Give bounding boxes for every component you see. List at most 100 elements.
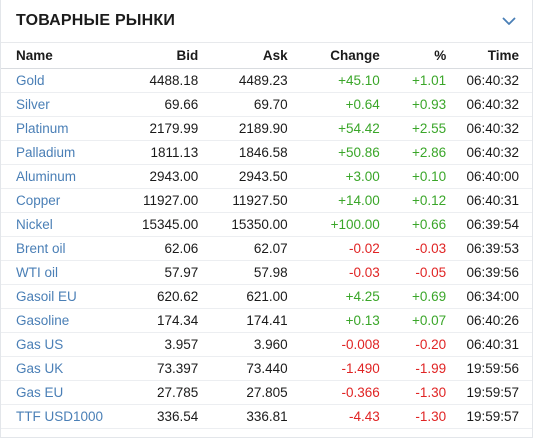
bid-value: 57.97 — [109, 260, 205, 285]
ask-value: 2189.90 — [204, 116, 294, 141]
bid-value: 2179.99 — [109, 116, 205, 141]
bid-value: 1811.13 — [109, 140, 205, 165]
commodity-name-link[interactable]: Nickel — [1, 212, 110, 237]
time-value: 06:40:32 — [452, 92, 532, 117]
commodity-name-link[interactable]: Gas EU — [1, 380, 110, 405]
commodity-name-link[interactable]: Gas UK — [1, 356, 110, 381]
column-header-name: Name — [1, 43, 110, 69]
change-value: +54.42 — [293, 116, 386, 141]
chevron-down-icon-glyph — [502, 17, 516, 25]
table-body: Gold 4488.18 4489.23 +45.10 +1.01 06:40:… — [1, 68, 532, 429]
table-row: Gold 4488.18 4489.23 +45.10 +1.01 06:40:… — [1, 68, 532, 93]
ask-value: 174.41 — [204, 308, 294, 333]
column-header-change: Change — [293, 43, 386, 69]
table-row: Gasoil EU 620.62 621.00 +4.25 +0.69 06:3… — [1, 284, 532, 309]
percent-change-value: +0.66 — [385, 212, 453, 237]
percent-change-value: +0.93 — [385, 92, 453, 117]
bid-value: 336.54 — [109, 404, 205, 429]
commodity-name-link[interactable]: Gasoil EU — [1, 284, 110, 309]
percent-change-value: +1.01 — [385, 68, 453, 93]
ask-value: 4489.23 — [204, 68, 294, 93]
bid-value: 620.62 — [109, 284, 205, 309]
table-row: Silver 69.66 69.70 +0.64 +0.93 06:40:32 — [1, 92, 532, 117]
percent-change-value: +2.86 — [385, 140, 453, 165]
bid-value: 62.06 — [109, 236, 205, 261]
table-row: Palladium 1811.13 1846.58 +50.86 +2.86 0… — [1, 140, 532, 165]
commodity-name-link[interactable]: Gasoline — [1, 308, 110, 333]
widget-title: ТОВАРНЫЕ РЫНКИ — [16, 12, 176, 29]
time-value: 06:40:26 — [452, 308, 532, 333]
time-value: 06:40:31 — [452, 188, 532, 213]
change-value: -1.490 — [293, 356, 386, 381]
ask-value: 1846.58 — [204, 140, 294, 165]
commodity-name-link[interactable]: Silver — [1, 92, 110, 117]
percent-change-value: -0.05 — [385, 260, 453, 285]
bid-value: 2943.00 — [109, 164, 205, 189]
change-value: -0.02 — [293, 236, 386, 261]
chevron-down-icon[interactable] — [500, 12, 518, 30]
widget-header: ТОВАРНЫЕ РЫНКИ — [1, 0, 532, 43]
percent-change-value: -0.20 — [385, 332, 453, 357]
percent-change-value: -1.99 — [385, 356, 453, 381]
change-value: +0.13 — [293, 308, 386, 333]
ask-value: 621.00 — [204, 284, 294, 309]
commodity-name-link[interactable]: Gas US — [1, 332, 110, 357]
table-row: Aluminum 2943.00 2943.50 +3.00 +0.10 06:… — [1, 164, 532, 189]
table-row: WTI oil 57.97 57.98 -0.03 -0.05 06:39:56 — [1, 260, 532, 285]
change-value: +50.86 — [293, 140, 386, 165]
percent-change-value: +0.12 — [385, 188, 453, 213]
bid-value: 69.66 — [109, 92, 205, 117]
table-row: Nickel 15345.00 15350.00 +100.00 +0.66 0… — [1, 212, 532, 237]
change-value: +100.00 — [293, 212, 386, 237]
table-row: Gas UK 73.397 73.440 -1.490 -1.99 19:59:… — [1, 356, 532, 381]
change-value: +3.00 — [293, 164, 386, 189]
table-row: Platinum 2179.99 2189.90 +54.42 +2.55 06… — [1, 116, 532, 141]
commodity-name-link[interactable]: Palladium — [1, 140, 110, 165]
column-header-bid: Bid — [109, 43, 205, 69]
bid-value: 27.785 — [109, 380, 205, 405]
ask-value: 62.07 — [204, 236, 294, 261]
table-row: Copper 11927.00 11927.50 +14.00 +0.12 06… — [1, 188, 532, 213]
commodity-name-link[interactable]: WTI oil — [1, 260, 110, 285]
ask-value: 3.960 — [204, 332, 294, 357]
time-value: 06:40:32 — [452, 116, 532, 141]
commodity-name-link[interactable]: Copper — [1, 188, 110, 213]
time-value: 06:40:32 — [452, 68, 532, 93]
table-row: Brent oil 62.06 62.07 -0.02 -0.03 06:39:… — [1, 236, 532, 261]
table-row: TTF USD1000 336.54 336.81 -4.43 -1.30 19… — [1, 404, 532, 429]
commodity-name-link[interactable]: Gold — [1, 68, 110, 93]
time-value: 06:34:00 — [452, 284, 532, 309]
time-value: 06:40:00 — [452, 164, 532, 189]
bid-value: 3.957 — [109, 332, 205, 357]
percent-change-value: +0.69 — [385, 284, 453, 309]
time-value: 19:59:57 — [452, 404, 532, 429]
change-value: +4.25 — [293, 284, 386, 309]
change-value: -4.43 — [293, 404, 386, 429]
time-value: 06:39:54 — [452, 212, 532, 237]
change-value: -0.366 — [293, 380, 386, 405]
change-value: +14.00 — [293, 188, 386, 213]
time-value: 06:39:53 — [452, 236, 532, 261]
time-value: 06:39:56 — [452, 260, 532, 285]
bid-value: 4488.18 — [109, 68, 205, 93]
column-header-percent: % — [385, 43, 453, 69]
commodity-name-link[interactable]: Brent oil — [1, 236, 110, 261]
table-row: Gas US 3.957 3.960 -0.008 -0.20 06:40:31 — [1, 332, 532, 357]
commodity-name-link[interactable]: Aluminum — [1, 164, 110, 189]
ask-value: 11927.50 — [204, 188, 294, 213]
ask-value: 336.81 — [204, 404, 294, 429]
ask-value: 57.98 — [204, 260, 294, 285]
percent-change-value: -1.30 — [385, 404, 453, 429]
bid-value: 73.397 — [109, 356, 205, 381]
ask-value: 69.70 — [204, 92, 294, 117]
percent-change-value: +0.10 — [385, 164, 453, 189]
change-value: -0.008 — [293, 332, 386, 357]
ask-value: 2943.50 — [204, 164, 294, 189]
percent-change-value: -1.30 — [385, 380, 453, 405]
change-value: -0.03 — [293, 260, 386, 285]
commodity-name-link[interactable]: Platinum — [1, 116, 110, 141]
commodity-name-link[interactable]: TTF USD1000 — [1, 404, 110, 429]
time-value: 06:40:31 — [452, 332, 532, 357]
time-value: 06:40:32 — [452, 140, 532, 165]
